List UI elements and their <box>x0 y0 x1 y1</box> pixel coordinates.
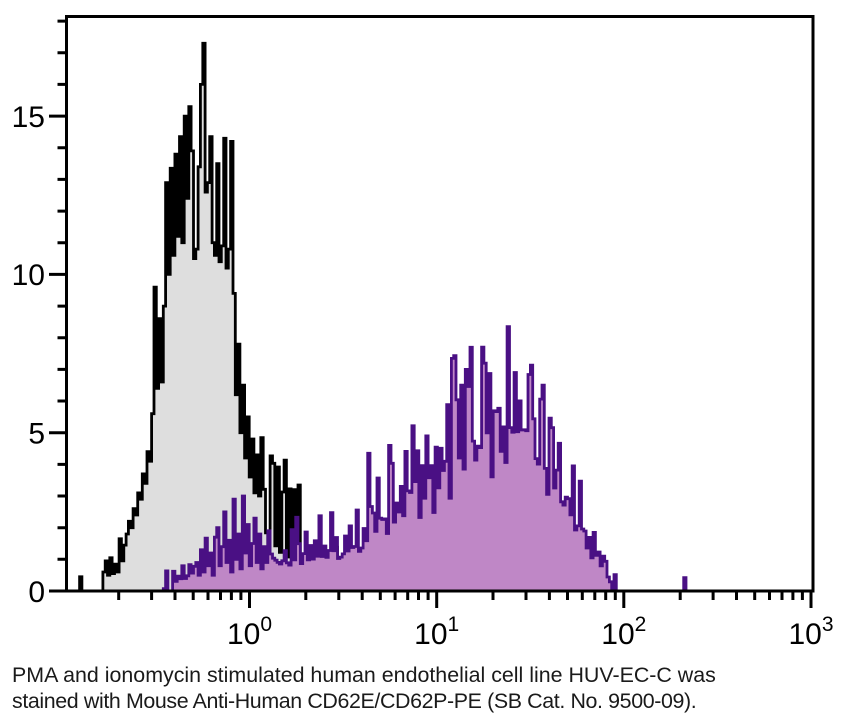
svg-text:101: 101 <box>414 613 459 651</box>
svg-text:15: 15 <box>12 101 45 134</box>
svg-text:10: 10 <box>12 259 45 292</box>
svg-text:0: 0 <box>28 576 45 609</box>
svg-text:103: 103 <box>788 613 833 651</box>
svg-text:5: 5 <box>28 418 45 451</box>
